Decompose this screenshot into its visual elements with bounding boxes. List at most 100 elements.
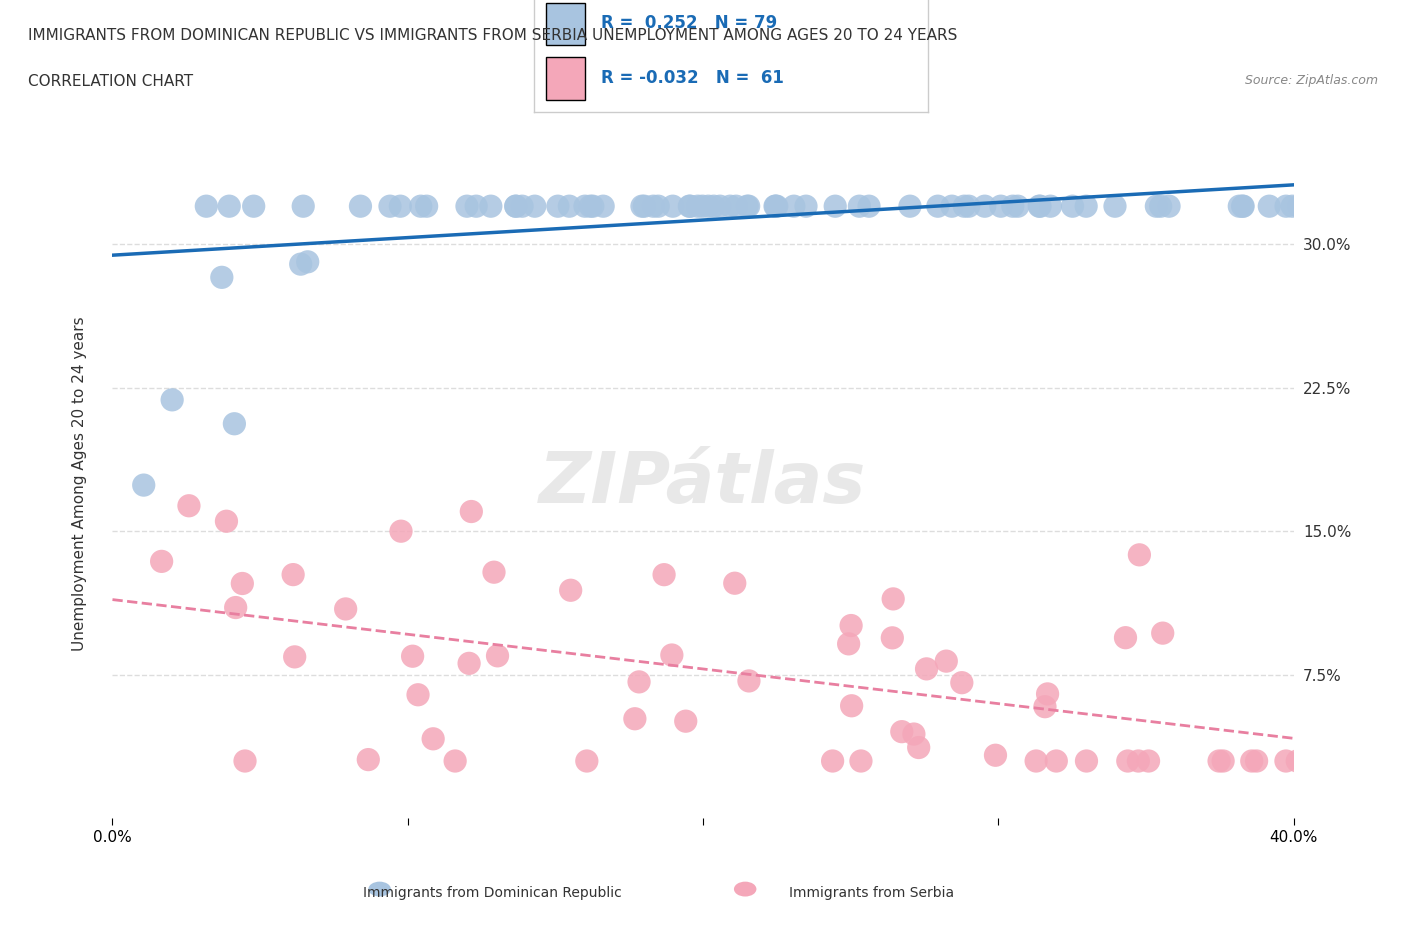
Immigrants from Serbia: [890, 724, 912, 739]
Immigrants from Dominican Republic: [686, 199, 709, 214]
Immigrants from Dominican Republic: [218, 199, 240, 214]
Immigrants from Serbia: [1128, 548, 1150, 563]
Immigrants from Dominican Republic: [824, 199, 846, 214]
Immigrants from Dominican Republic: [1039, 199, 1062, 214]
Immigrants from Serbia: [575, 753, 598, 768]
Immigrants from Serbia: [444, 753, 467, 768]
Immigrants from Dominican Republic: [415, 199, 437, 214]
Immigrants from Serbia: [460, 504, 482, 519]
FancyBboxPatch shape: [546, 3, 585, 46]
Immigrants from Dominican Republic: [505, 199, 527, 214]
Immigrants from Dominican Republic: [574, 199, 596, 214]
Immigrants from Dominican Republic: [957, 199, 980, 214]
Immigrants from Dominican Republic: [953, 199, 976, 214]
Immigrants from Dominican Republic: [1144, 199, 1167, 214]
Immigrants from Dominican Republic: [409, 199, 432, 214]
Text: CORRELATION CHART: CORRELATION CHART: [28, 74, 193, 89]
Text: Immigrants from Serbia: Immigrants from Serbia: [789, 885, 955, 900]
Immigrants from Serbia: [849, 753, 872, 768]
Immigrants from Dominican Republic: [661, 199, 683, 214]
Immigrants from Dominican Republic: [1104, 199, 1126, 214]
Immigrants from Dominican Republic: [389, 199, 412, 214]
Immigrants from Serbia: [628, 674, 651, 689]
Immigrants from Serbia: [401, 649, 423, 664]
Immigrants from Dominican Republic: [1028, 199, 1050, 214]
Immigrants from Dominican Republic: [633, 199, 655, 214]
Immigrants from Dominican Republic: [1076, 199, 1098, 214]
Y-axis label: Unemployment Among Ages 20 to 24 years: Unemployment Among Ages 20 to 24 years: [72, 316, 87, 651]
Immigrants from Dominican Republic: [678, 199, 700, 214]
Immigrants from Serbia: [724, 576, 747, 591]
Immigrants from Serbia: [661, 647, 683, 662]
Immigrants from Serbia: [1152, 626, 1174, 641]
Immigrants from Serbia: [1309, 753, 1331, 768]
Immigrants from Dominican Republic: [1275, 199, 1298, 214]
Immigrants from Dominican Republic: [558, 199, 581, 214]
Immigrants from Dominican Republic: [692, 199, 714, 214]
Immigrants from Serbia: [560, 583, 582, 598]
Immigrants from Dominican Republic: [456, 199, 478, 214]
Immigrants from Serbia: [984, 748, 1007, 763]
Immigrants from Serbia: [225, 600, 247, 615]
Text: R = -0.032   N =  61: R = -0.032 N = 61: [602, 69, 785, 86]
Text: R =  0.252   N = 79: R = 0.252 N = 79: [602, 14, 778, 33]
Immigrants from Dominican Republic: [725, 199, 748, 214]
Immigrants from Serbia: [1137, 753, 1160, 768]
Immigrants from Dominican Republic: [898, 199, 921, 214]
Immigrants from Dominican Republic: [1299, 199, 1322, 214]
Immigrants from Serbia: [738, 673, 761, 688]
Immigrants from Dominican Republic: [848, 199, 870, 214]
Immigrants from Dominican Republic: [763, 199, 786, 214]
Immigrants from Dominican Republic: [1150, 199, 1173, 214]
Immigrants from Dominican Republic: [1227, 199, 1250, 214]
Immigrants from Serbia: [652, 567, 675, 582]
Immigrants from Dominican Republic: [927, 199, 949, 214]
Immigrants from Serbia: [1025, 753, 1047, 768]
Immigrants from Serbia: [675, 713, 697, 728]
Immigrants from Dominican Republic: [547, 199, 569, 214]
Immigrants from Dominican Republic: [479, 199, 502, 214]
Text: IMMIGRANTS FROM DOMINICAN REPUBLIC VS IMMIGRANTS FROM SERBIA UNEMPLOYMENT AMONG : IMMIGRANTS FROM DOMINICAN REPUBLIC VS IM…: [28, 28, 957, 43]
Immigrants from Serbia: [882, 591, 904, 606]
Immigrants from Dominican Republic: [378, 199, 401, 214]
Immigrants from Dominican Republic: [290, 257, 312, 272]
Immigrants from Dominican Republic: [505, 199, 527, 214]
Immigrants from Serbia: [284, 649, 307, 664]
Immigrants from Serbia: [903, 726, 925, 741]
Text: Immigrants from Dominican Republic: Immigrants from Dominican Republic: [363, 885, 621, 900]
Immigrants from Dominican Republic: [297, 255, 319, 270]
Immigrants from Dominican Republic: [510, 199, 533, 214]
Immigrants from Dominican Republic: [523, 199, 546, 214]
Immigrants from Serbia: [1128, 753, 1150, 768]
FancyBboxPatch shape: [546, 58, 585, 100]
Immigrants from Serbia: [935, 654, 957, 669]
Immigrants from Dominican Republic: [1007, 199, 1029, 214]
Immigrants from Dominican Republic: [1062, 199, 1084, 214]
Immigrants from Serbia: [482, 565, 505, 579]
Immigrants from Serbia: [915, 661, 938, 676]
Immigrants from Serbia: [389, 524, 412, 538]
Immigrants from Dominican Republic: [224, 417, 246, 432]
Immigrants from Dominican Republic: [703, 199, 725, 214]
Immigrants from Dominican Republic: [709, 199, 731, 214]
Immigrants from Serbia: [1116, 753, 1139, 768]
Immigrants from Serbia: [950, 675, 973, 690]
Text: Source: ZipAtlas.com: Source: ZipAtlas.com: [1244, 74, 1378, 87]
Immigrants from Serbia: [215, 513, 238, 528]
Immigrants from Serbia: [150, 554, 173, 569]
Immigrants from Serbia: [839, 618, 862, 633]
Immigrants from Serbia: [841, 698, 863, 713]
Immigrants from Serbia: [422, 731, 444, 746]
Immigrants from Serbia: [357, 752, 380, 767]
Immigrants from Dominican Republic: [132, 478, 155, 493]
Immigrants from Serbia: [1327, 614, 1350, 629]
Immigrants from Dominican Republic: [1232, 199, 1254, 214]
Immigrants from Dominican Republic: [783, 199, 806, 214]
Immigrants from Dominican Republic: [737, 199, 759, 214]
Immigrants from Dominican Republic: [679, 199, 702, 214]
Immigrants from Serbia: [1033, 699, 1056, 714]
Immigrants from Dominican Republic: [765, 199, 787, 214]
Immigrants from Dominican Republic: [643, 199, 665, 214]
Immigrants from Serbia: [335, 602, 357, 617]
Immigrants from Serbia: [1212, 753, 1234, 768]
